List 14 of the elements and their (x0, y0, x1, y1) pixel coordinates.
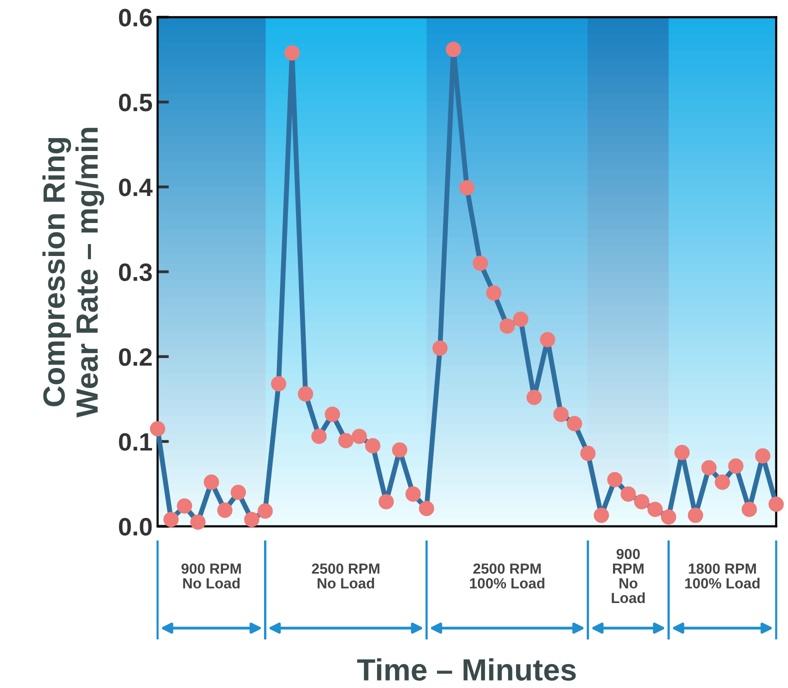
y-tick-label: 0.3 (118, 263, 152, 282)
text: 2500 RPM 100% Load (470, 563, 544, 588)
x-axis-title: Time – Minutes (357, 658, 576, 681)
text: 1800 RPM 100% Load (685, 563, 760, 588)
y-axis-title: Compression Ring Wear Rate – mg/min (42, 128, 104, 418)
text: 900 RPM No Load (612, 548, 645, 604)
y-tick-label: 0.2 (118, 348, 152, 366)
y-tick-label: 0.0 (118, 518, 152, 536)
y-tick-label: 0.4 (118, 178, 153, 196)
text: 2500 RPM No Load (312, 563, 380, 588)
y-tick-label: 0.1 (118, 433, 152, 451)
text: 900 RPM No Load (182, 563, 241, 588)
y-tick-label: 0.6 (118, 8, 152, 27)
y-tick-label: 0.5 (118, 94, 152, 112)
